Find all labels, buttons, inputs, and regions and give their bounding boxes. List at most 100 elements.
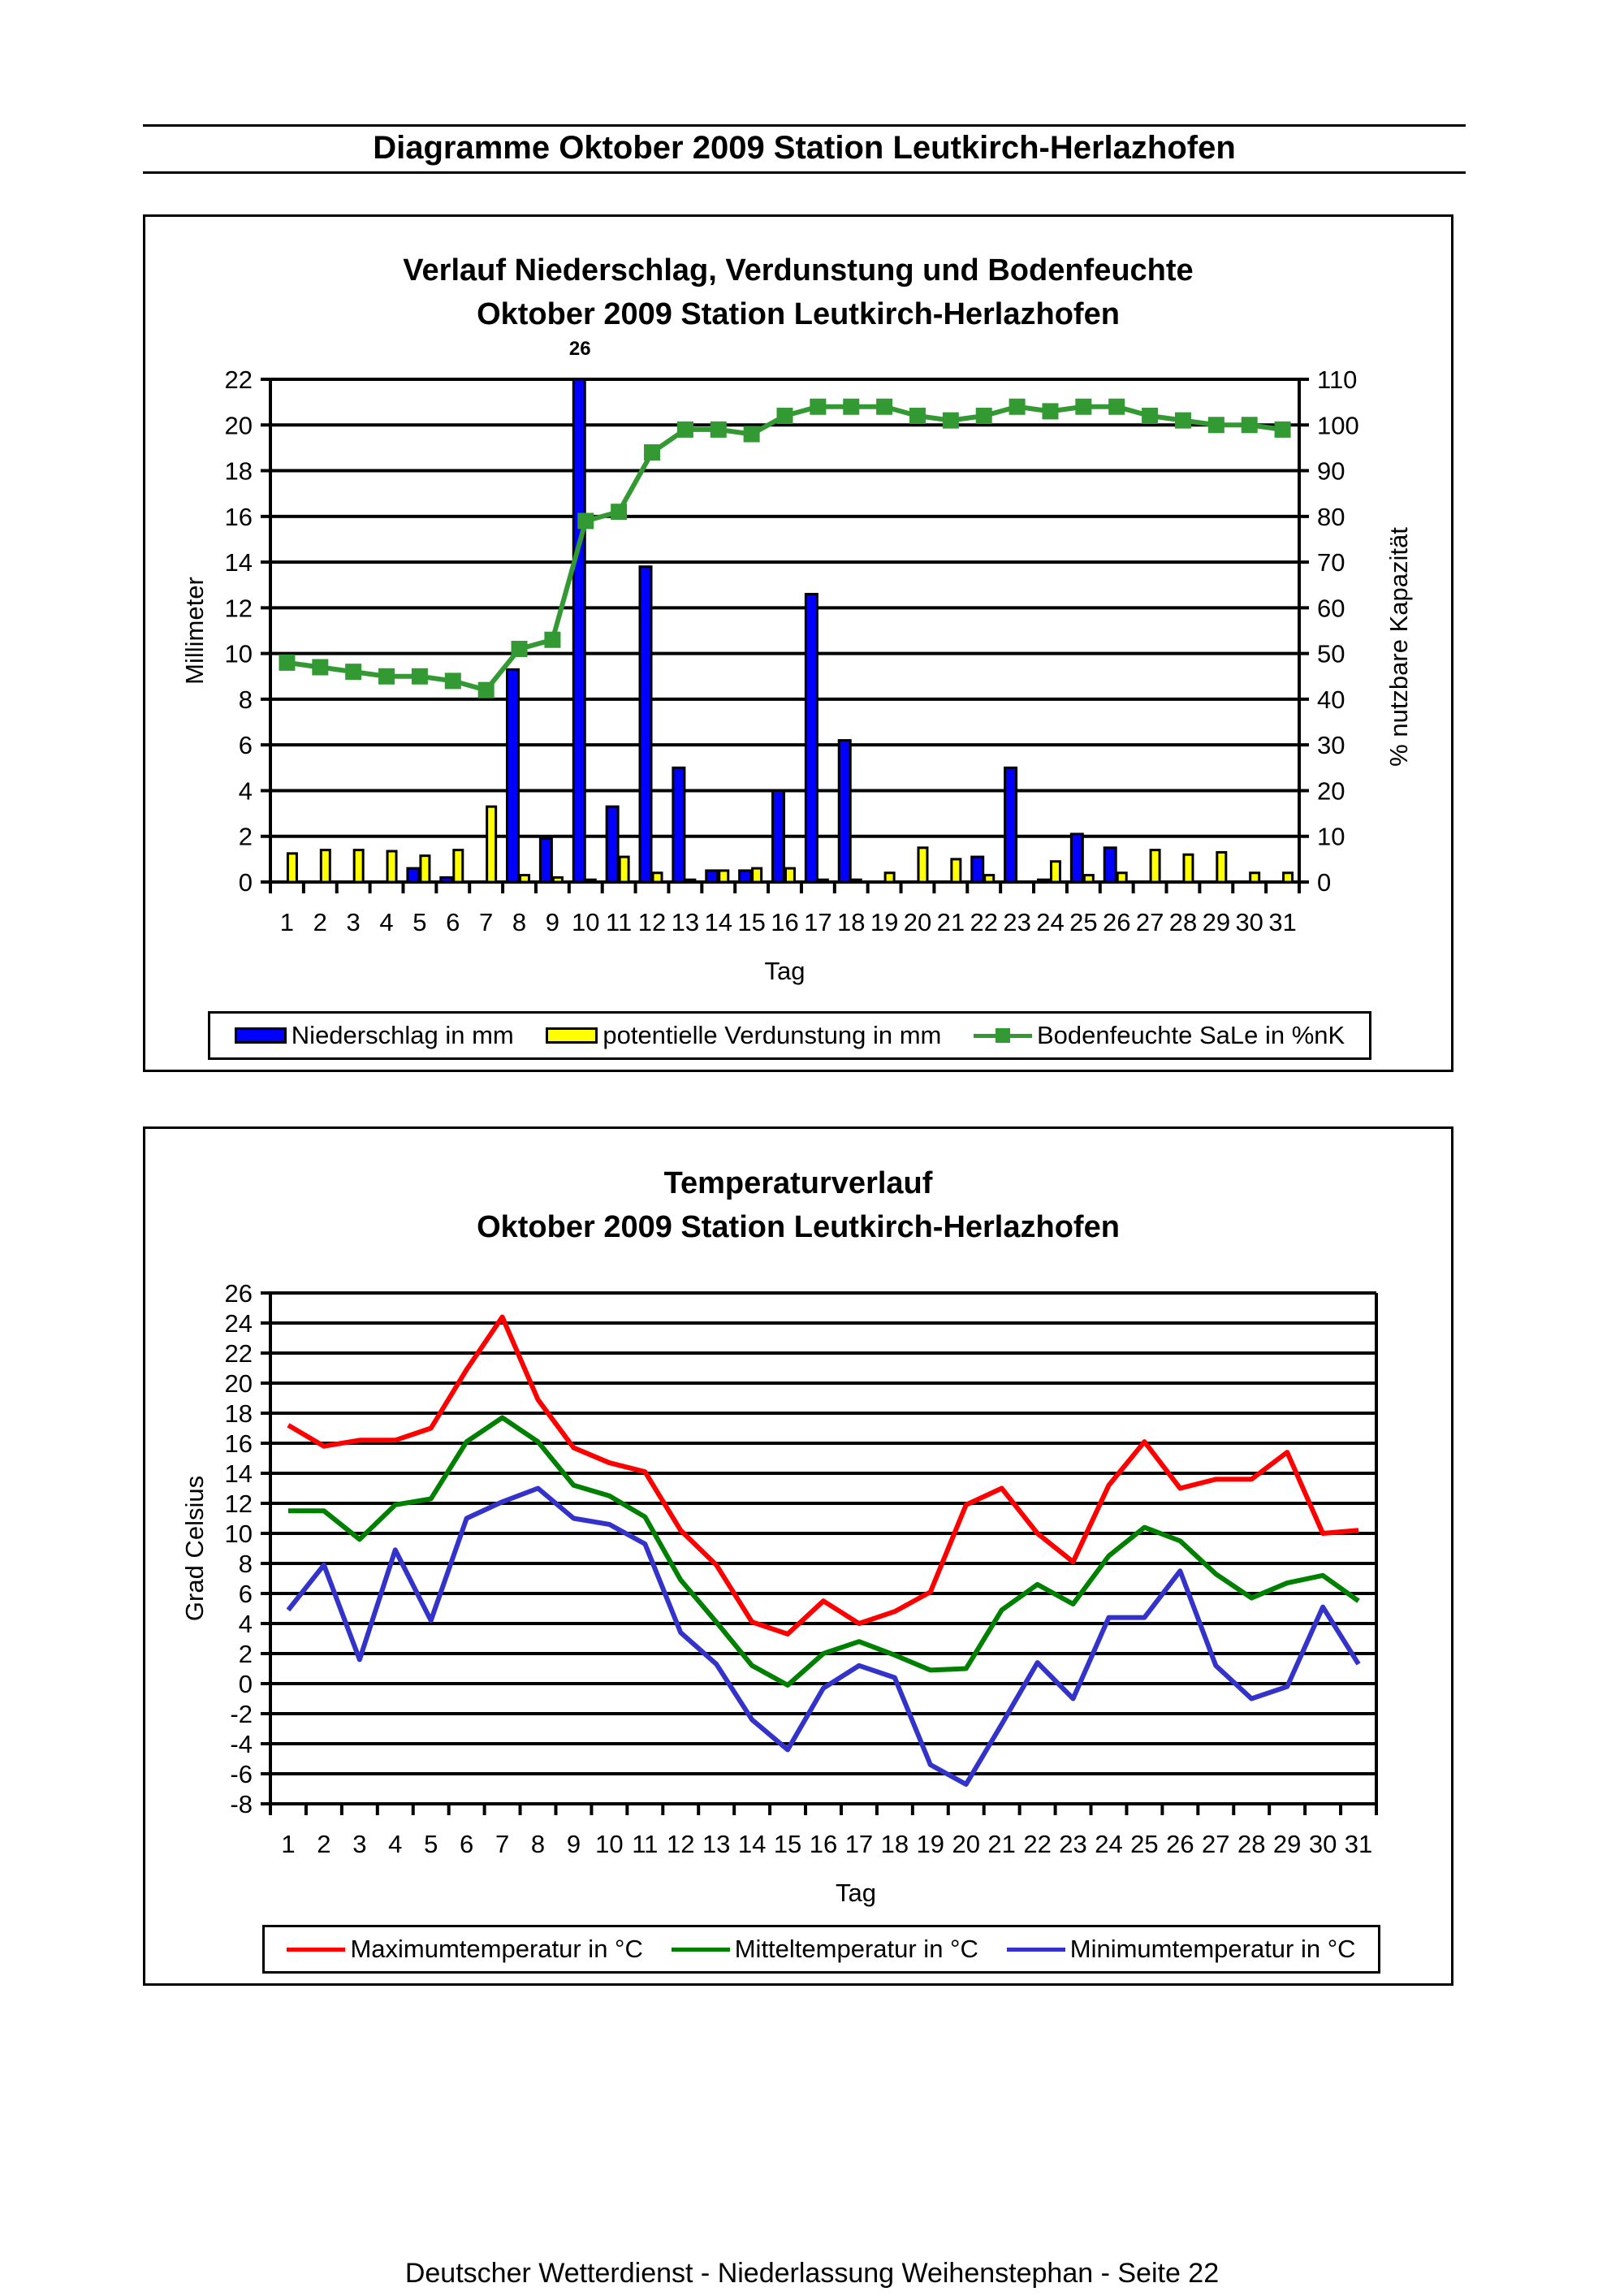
y-tick-label: 16 — [225, 1429, 253, 1458]
legend-item-min-temp: Minimumtemperatur in °C — [1006, 1935, 1356, 1964]
precipitation-bar — [439, 876, 454, 884]
chart2-title: Temperaturverlauf — [663, 1166, 933, 1200]
soil-moisture-marker — [411, 668, 428, 685]
x-tick-label: 15 — [774, 1830, 801, 1858]
x-tick-label: 18 — [881, 1830, 909, 1858]
overflow-label: 26 — [569, 338, 591, 360]
x-tick-label: 21 — [937, 908, 965, 936]
soil-moisture-marker — [1108, 398, 1125, 415]
x-tick-label: 20 — [904, 908, 931, 936]
x-tick-label: 28 — [1237, 1830, 1265, 1858]
soil-moisture-marker — [1207, 417, 1224, 434]
legend-item-max-temp: Maximumtemperatur in °C — [287, 1935, 643, 1964]
x-tick-label: 18 — [837, 908, 865, 936]
x-tick-label: 8 — [531, 1830, 545, 1858]
legend-swatch-blue-line — [1006, 1947, 1065, 1952]
y-tick-label: 0 — [239, 868, 253, 897]
x-tick-label: 3 — [347, 908, 361, 936]
precipitation-bar — [538, 837, 553, 884]
evaporation-bar — [286, 852, 298, 884]
soil-moisture-marker — [876, 398, 893, 415]
x-tick-label: 19 — [870, 908, 898, 936]
soil-moisture-marker — [312, 659, 329, 676]
y-tick-label: -2 — [230, 1700, 253, 1728]
legend-label: Minimumtemperatur in °C — [1069, 1935, 1356, 1963]
precipitation-bar — [705, 869, 719, 884]
soil-moisture-marker — [644, 444, 661, 461]
precipitation-bar — [804, 592, 818, 884]
y-axis-label: Millimeter — [180, 577, 209, 685]
x-tick-label: 29 — [1203, 908, 1230, 936]
evaporation-bar — [486, 805, 498, 884]
chart1-title: Verlauf Niederschlag, Verdunstung und Bo… — [403, 253, 1194, 288]
x-tick-label: 4 — [379, 908, 393, 936]
y-tick-label: 20 — [225, 1369, 253, 1398]
y2-tick-label: 80 — [1317, 503, 1345, 531]
x-tick-label: 22 — [970, 908, 997, 936]
legend-label: Maximumtemperatur in °C — [350, 1935, 643, 1963]
legend-swatch-red-line — [287, 1947, 346, 1952]
x-tick-label: 13 — [672, 908, 699, 936]
y2-tick-label: 50 — [1317, 640, 1345, 668]
x-tick-label: 10 — [572, 908, 599, 936]
evaporation-bar — [718, 869, 730, 884]
page-footer: Deutscher Wetterdienst - Niederlassung W… — [404, 2258, 1220, 2289]
x-tick-label: 6 — [446, 908, 460, 936]
soil-moisture-marker — [444, 672, 461, 690]
chart2-subtitle: Oktober 2009 Station Leutkirch-Herlazhof… — [477, 1210, 1120, 1244]
soil-moisture-marker — [1241, 417, 1258, 434]
x-tick-label: 31 — [1345, 1830, 1372, 1858]
legend-swatch-green-line — [671, 1947, 730, 1952]
evaporation-bar — [685, 878, 697, 884]
page-title: Diagramme Oktober 2009 Station Leutkirch… — [373, 130, 1236, 166]
y-tick-label: -4 — [230, 1730, 253, 1758]
soil-moisture-marker — [1142, 408, 1159, 425]
x-tick-label: 11 — [632, 1830, 658, 1858]
legend-label: Niederschlag in mm — [291, 1021, 514, 1049]
evaporation-bar — [319, 849, 331, 884]
x-tick-label: 3 — [352, 1830, 366, 1858]
evaporation-bar — [883, 871, 896, 884]
y2-tick-label: 110 — [1317, 365, 1357, 394]
y-tick-label: 10 — [225, 1520, 253, 1548]
precipitation-bar — [406, 867, 421, 884]
x-axis-label: Tag — [765, 957, 806, 985]
soil-moisture-marker — [378, 668, 395, 685]
soil-moisture-marker — [477, 681, 495, 698]
x-tick-label: 1 — [281, 1830, 295, 1858]
legend-item-precipitation: Niederschlag in mm — [234, 1021, 514, 1050]
legend-swatch-blue — [234, 1027, 287, 1044]
evaporation-bar — [817, 878, 829, 884]
precipitation-bar — [506, 668, 520, 884]
y2-tick-label: 40 — [1317, 685, 1345, 714]
y-tick-label: 18 — [225, 457, 253, 486]
x-tick-label: 24 — [1095, 1830, 1122, 1858]
x-tick-label: 10 — [595, 1830, 623, 1858]
soil-moisture-marker — [544, 631, 561, 648]
y-tick-label: 2 — [239, 1640, 253, 1668]
y-axis-label: Grad Celsius — [180, 1476, 209, 1621]
soil-moisture-marker — [676, 421, 693, 438]
precipitation-bar — [970, 855, 985, 884]
y-tick-label: 6 — [239, 731, 253, 759]
soil-moisture-marker — [843, 398, 860, 415]
x-tick-label: 11 — [606, 908, 632, 936]
evaporation-bar — [784, 867, 796, 884]
evaporation-bar — [1116, 871, 1128, 884]
x-tick-label: 27 — [1136, 908, 1164, 936]
soil-moisture-marker — [345, 664, 362, 681]
x-tick-label: 16 — [810, 1830, 837, 1858]
evaporation-bar — [551, 876, 564, 884]
precipitation-bar — [1069, 832, 1084, 884]
y2-tick-label: 70 — [1317, 548, 1345, 577]
x-tick-label: 7 — [495, 1830, 509, 1858]
x-tick-label: 2 — [317, 1830, 330, 1858]
x-tick-label: 23 — [1003, 908, 1030, 936]
soil-moisture-marker — [611, 504, 628, 521]
y-tick-label: 22 — [225, 1339, 253, 1368]
soil-moisture-marker — [909, 408, 926, 425]
precipitation-bar — [638, 565, 653, 884]
max-temperature-line — [287, 1314, 1359, 1637]
soil-moisture-marker — [776, 408, 793, 425]
evaporation-bar — [651, 871, 663, 884]
